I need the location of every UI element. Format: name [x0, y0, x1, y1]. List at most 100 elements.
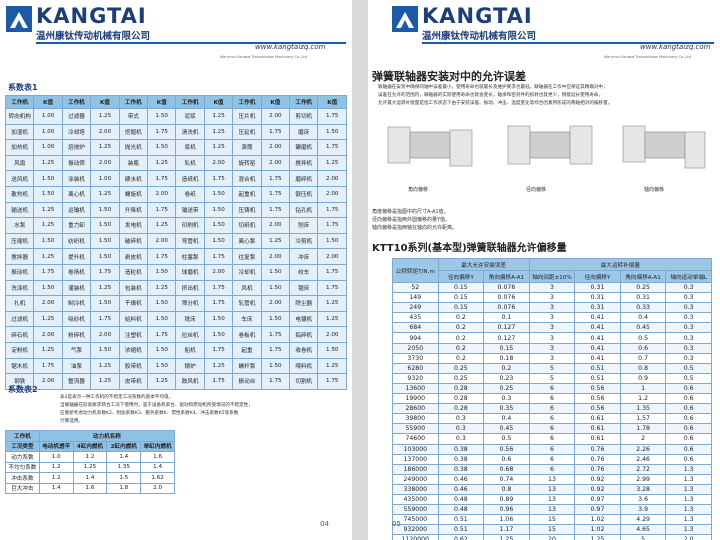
cell: 1.00: [90, 170, 120, 187]
header-cell: 轴向间距±10%: [528, 270, 576, 283]
cell: 1.25: [147, 373, 177, 390]
cell: 0.3: [665, 292, 712, 304]
cell: 1.25: [33, 310, 63, 328]
cell: 1.75: [203, 248, 234, 265]
cell: 9320: [392, 372, 439, 384]
cell: 1.75: [203, 170, 234, 187]
logo-icon: [6, 6, 32, 32]
cell: 冲床: [289, 248, 319, 265]
paragraph: 表2是表示一种工作机的不稳定工况系数的基本平均值。 当联轴器在较高要求场合工况下使…: [60, 394, 253, 426]
cell: 电镀机: [289, 310, 319, 328]
cell: 3.28: [619, 483, 667, 495]
paragraph-line: 误差在允许的范围内，联轴器的实际使用寿命也就会变长，轴承和密封件的损耗也就更少，…: [378, 93, 604, 98]
cell: 4.65: [619, 524, 667, 536]
cell: 1.75: [260, 170, 291, 187]
cell: 0.92: [574, 473, 621, 485]
cell: 1.25: [147, 154, 177, 172]
cell: 0.4: [619, 312, 667, 324]
cell: 1.35: [106, 461, 142, 473]
cell: 0.3: [665, 342, 712, 354]
cell: 149: [392, 292, 439, 304]
table-row: 684 0.2 0.127 3 0.41 0.45 0.3: [392, 322, 712, 334]
cell: 2.72: [619, 463, 667, 475]
cell: 13: [528, 473, 576, 485]
header-cell: K值: [317, 95, 347, 109]
table-row: 249000 0.46 0.74 13 0.92 2.99 1.3: [392, 473, 712, 485]
table-row: 不均匀系数 1.2 1.25 1.35 1.4: [5, 461, 175, 473]
cell: 1.25: [147, 217, 177, 234]
cell: 0.2: [437, 322, 485, 334]
cell: 6280: [392, 362, 439, 374]
cell: 0.6: [665, 382, 712, 395]
logo: KANGTAI: [36, 4, 147, 28]
cell: 气泵: [61, 341, 92, 359]
cell: 制冷机: [61, 295, 92, 312]
cell: 1.3: [665, 504, 712, 516]
cell: 1.50: [203, 326, 234, 343]
cell: 1.6: [72, 482, 108, 494]
header-rule: [36, 42, 346, 44]
cell: 2: [619, 433, 667, 445]
cell: 1.6: [140, 451, 175, 463]
cell: 离心机: [61, 185, 92, 203]
cell: 1.8: [106, 482, 142, 494]
coefficient-table-1: 工作机 K值 工作机 K值 工作机 K值 工作机 K值 工作机 K值 工作机 K值 转向机构 1.00 过滤…: [4, 95, 347, 390]
paragraph: 联轴器在安装中确保同轴中误差最小，使用寿命也就最长及维护要求也最低。联轴器在工作…: [378, 84, 612, 108]
cell: 0.3: [665, 352, 712, 364]
company-en: Wenzhou Kangtai Transmission Machinery C…: [220, 55, 307, 59]
cell: 1.25: [317, 357, 347, 375]
cell: 2.00: [90, 123, 120, 141]
cell: 1.50: [33, 279, 63, 297]
cell: 3.6: [619, 493, 667, 506]
cell: 0.41: [574, 332, 621, 344]
cell: 0.6: [665, 443, 712, 455]
cell: 起重机: [232, 185, 262, 203]
cell: 1.50: [260, 357, 291, 375]
header-cell: K值: [203, 95, 234, 109]
cell: 1.2: [72, 451, 108, 463]
logo-icon: [392, 6, 418, 32]
cell: 1.62: [140, 472, 175, 484]
cell: 1.25: [90, 185, 120, 203]
cell: 0.3: [665, 332, 712, 344]
cell: 碾磨机: [289, 139, 319, 156]
cell: 1.75: [317, 139, 347, 156]
table-row: 加热机 1.00 焙烧炉 1.25 抛光机 1.50 浆机 1.25 滚筒 2.00 碾磨机 1.75: [4, 139, 347, 156]
cell: 0.5: [665, 362, 712, 374]
cell: 2.00: [317, 185, 347, 203]
cell: 3: [528, 281, 576, 294]
table-row: 洗涤机 1.50 灌装机 1.25 包装机 1.25 挤出机 1.75 风机 1.50 锯床 1.75: [4, 279, 347, 297]
cell: 1.02: [574, 514, 621, 526]
cell: 1.25: [90, 279, 120, 297]
cell: 6: [528, 433, 576, 445]
cell: 剥皮机: [118, 248, 149, 265]
cell: 重力卸: [61, 217, 92, 234]
cell: 过滤机: [4, 310, 35, 328]
cell: 0.3: [437, 423, 485, 435]
cell: 锅炉: [175, 357, 205, 375]
cell: 1.25: [90, 357, 120, 375]
cell: 加热机: [4, 139, 35, 156]
cell: 684: [392, 322, 439, 334]
cell: 74600: [392, 433, 439, 445]
cell: 1.2: [38, 472, 74, 484]
cell: 干燥机: [118, 295, 149, 312]
cell: 1.50: [317, 123, 347, 141]
table-row: 转向机构 1.00 过滤器 1.25 带式 1.50 泥浆 1.25 压片机 2.00 剪切机 1.7…: [4, 108, 347, 125]
section-title: 系数表1: [8, 83, 38, 92]
cell: 1.50: [260, 310, 291, 328]
cell: 1.25: [203, 108, 234, 125]
page-number: 04: [320, 520, 329, 528]
cell: 1.25: [33, 248, 63, 265]
cell: 包装机: [118, 279, 149, 297]
cell: 1.75: [33, 357, 63, 375]
cell: 1.75: [147, 170, 177, 187]
cell: 0.61: [574, 413, 621, 425]
company: 温州康钛传动机械有限公司: [422, 31, 537, 42]
cell: 磨床: [289, 123, 319, 141]
header-cell: 轴向运动单端L: [665, 270, 712, 283]
cell: 压延机: [232, 123, 262, 141]
cell: 0.41: [574, 322, 621, 334]
cell: 0.25: [483, 382, 530, 395]
table-row: 13600 0.28 0.25 6 0.56 1 0.6: [392, 382, 712, 395]
